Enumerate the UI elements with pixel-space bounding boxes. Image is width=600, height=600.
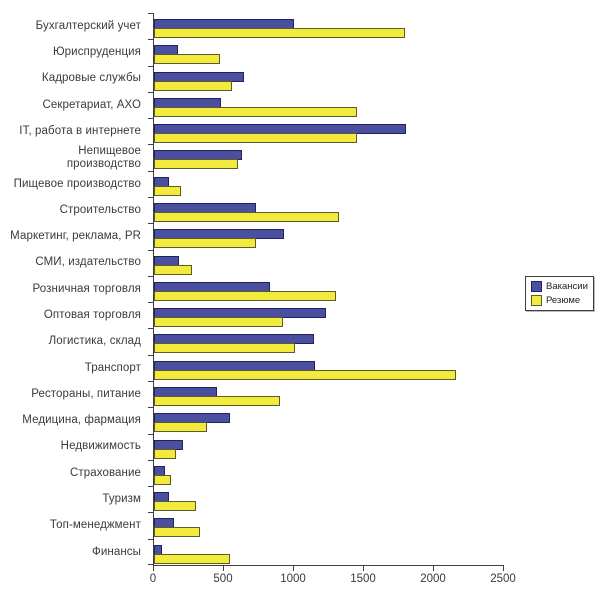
bar-resumes: [154, 396, 280, 406]
y-axis-tick: [148, 66, 154, 67]
category-label: Медицина, фармация: [22, 414, 141, 427]
x-axis-label: 2000: [420, 573, 446, 585]
category-label: Кадровые службы: [41, 72, 141, 85]
x-axis-tick: [293, 566, 294, 571]
y-axis-tick: [148, 407, 154, 408]
bar-resumes: [154, 474, 171, 485]
bar-resumes: [154, 422, 207, 433]
category-label: Страхование: [69, 466, 141, 479]
bar-resumes: [154, 212, 339, 222]
y-axis-tick: [148, 381, 154, 382]
bar-resumes: [154, 290, 336, 301]
y-axis-tick: [148, 328, 154, 329]
x-axis-tick: [223, 566, 224, 571]
bar-resumes: [154, 106, 357, 117]
y-axis-tick: [148, 434, 154, 435]
category-label: Недвижимость: [60, 440, 141, 453]
y-axis-tick: [148, 223, 154, 224]
category-label: СМИ, издательство: [35, 256, 141, 269]
bar-resumes: [154, 238, 256, 249]
bar-resumes: [154, 527, 200, 538]
x-axis-label: 0: [149, 573, 157, 585]
bar-resumes: [154, 553, 230, 564]
bar-resumes: [154, 264, 192, 275]
y-axis-tick: [148, 171, 154, 172]
x-axis-label: 1000: [280, 573, 306, 585]
y-axis-tick: [148, 302, 154, 303]
legend-label-vacancies: Вакансии: [546, 281, 588, 292]
category-label: IT, работа в интернете: [19, 125, 141, 138]
category-label: Логистика, склад: [48, 335, 141, 348]
bar-resumes: [154, 369, 456, 380]
category-label: Секретариат, АХО: [42, 98, 141, 111]
y-axis-tick: [148, 13, 154, 14]
y-axis-tick: [148, 355, 154, 356]
category-label: Рестораны, питание: [31, 387, 141, 400]
x-axis-tick: [153, 566, 154, 571]
category-label: Строительство: [59, 203, 141, 216]
category-label: Топ-менеджмент: [49, 519, 141, 532]
y-axis-tick: [148, 486, 154, 487]
category-label: Финансы: [92, 545, 141, 558]
legend-item-resumes: Резюме: [531, 295, 588, 306]
bar-resumes: [154, 501, 196, 512]
vacancies-color-swatch: [531, 281, 542, 292]
plot-area: [148, 13, 504, 566]
x-axis-tick: [363, 566, 364, 571]
category-label: Оптовая торговля: [43, 309, 141, 322]
bar-resumes: [154, 343, 295, 354]
y-axis-tick: [148, 512, 154, 513]
y-axis-tick: [148, 539, 154, 540]
y-axis-tick: [148, 197, 154, 198]
y-axis-tick: [148, 39, 154, 40]
bar-resumes: [154, 448, 176, 459]
x-axis-tick: [503, 566, 504, 571]
y-axis-tick: [148, 460, 154, 461]
y-axis-tick: [148, 118, 154, 119]
category-label: Розничная торговля: [32, 282, 141, 295]
x-axis-label: 2500: [490, 573, 516, 585]
category-label: Бухгалтерский учет: [35, 19, 141, 32]
bar-resumes: [154, 54, 220, 65]
y-axis-tick: [148, 250, 154, 251]
bar-resumes: [154, 159, 238, 170]
y-axis-tick: [148, 144, 154, 145]
category-label: Пищевое производство: [13, 177, 141, 190]
y-axis-tick: [148, 564, 154, 565]
y-axis-tick: [148, 276, 154, 277]
legend-label-resumes: Резюме: [546, 295, 581, 306]
category-label: Непищевое производство: [66, 145, 141, 170]
legend-item-vacancies: Вакансии: [531, 281, 588, 292]
category-label: Транспорт: [84, 361, 141, 374]
bar-resumes: [154, 28, 405, 38]
x-axis-tick: [433, 566, 434, 571]
category-label: Туризм: [102, 493, 141, 506]
bar-resumes: [154, 185, 181, 196]
bar-resumes: [154, 80, 232, 91]
x-axis-label: 500: [213, 573, 233, 585]
resumes-color-swatch: [531, 295, 542, 306]
legend: Вакансии Резюме: [525, 276, 594, 311]
category-label: Юриспруденция: [52, 46, 141, 59]
x-axis-label: 1500: [350, 573, 376, 585]
y-axis-tick: [148, 92, 154, 93]
category-label: Маркетинг, реклама, PR: [10, 230, 141, 243]
bar-resumes: [154, 317, 283, 328]
bar-resumes: [154, 133, 357, 144]
